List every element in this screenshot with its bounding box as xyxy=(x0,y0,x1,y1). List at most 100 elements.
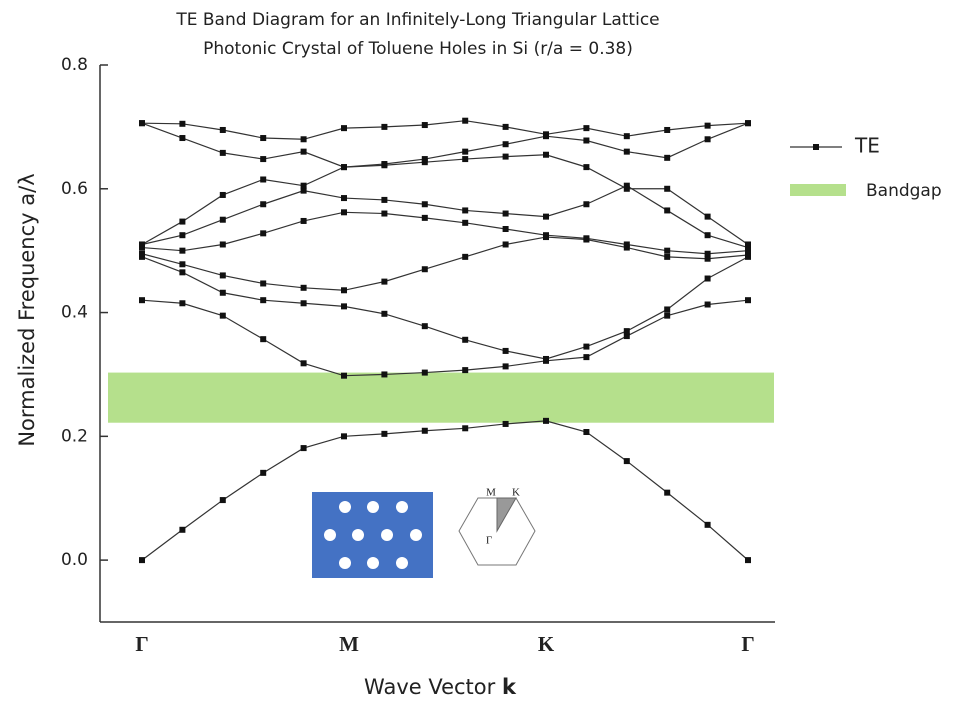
band-point xyxy=(301,183,307,189)
band-point xyxy=(503,141,509,147)
y-axis-label: Normalized Frequency a/λ xyxy=(15,173,39,446)
band-point xyxy=(220,313,226,319)
band-point xyxy=(543,131,549,137)
band-line xyxy=(142,300,748,376)
band-point xyxy=(664,207,670,213)
band-point xyxy=(422,370,428,376)
band-point xyxy=(583,344,589,350)
x-tick-label: M xyxy=(339,632,359,656)
band-point xyxy=(422,122,428,128)
band-point xyxy=(301,218,307,224)
band-point xyxy=(179,232,185,238)
band-point xyxy=(220,150,226,156)
band-point xyxy=(381,431,387,437)
band-point xyxy=(503,348,509,354)
band-point xyxy=(462,254,468,260)
band-line xyxy=(142,421,748,560)
band-point xyxy=(260,201,266,207)
x-axis-label-symbol: k xyxy=(502,675,517,699)
band-point xyxy=(583,201,589,207)
band-point xyxy=(139,251,145,257)
band-point xyxy=(139,297,145,303)
band-point xyxy=(220,290,226,296)
band-point xyxy=(462,156,468,162)
x-tick-label: K xyxy=(538,632,555,656)
band-point xyxy=(583,138,589,144)
band-point xyxy=(220,497,226,503)
band-point xyxy=(664,155,670,161)
band-point xyxy=(543,418,549,424)
band-point xyxy=(624,186,630,192)
chart-title: Photonic Crystal of Toluene Holes in Si … xyxy=(203,39,633,59)
band-point xyxy=(341,303,347,309)
band-point xyxy=(503,211,509,217)
band-point xyxy=(745,241,751,247)
band-point xyxy=(341,164,347,170)
band-point xyxy=(422,156,428,162)
band-point xyxy=(543,356,549,362)
band-point xyxy=(462,367,468,373)
y-tick-label: 0.2 xyxy=(61,426,88,446)
band-point xyxy=(179,300,185,306)
band-point xyxy=(341,433,347,439)
band-point xyxy=(664,127,670,133)
band-point xyxy=(462,220,468,226)
band-point xyxy=(664,248,670,254)
band-point xyxy=(462,425,468,431)
band-point xyxy=(341,209,347,215)
band-point xyxy=(543,232,549,238)
band-point xyxy=(503,363,509,369)
band-point xyxy=(422,201,428,207)
band-point xyxy=(220,192,226,198)
brillouin-zone xyxy=(459,498,535,565)
band-point xyxy=(220,127,226,133)
band-point xyxy=(664,186,670,192)
band-line xyxy=(142,212,748,253)
band-point xyxy=(301,136,307,142)
band-point xyxy=(301,300,307,306)
band-point xyxy=(260,280,266,286)
band-point xyxy=(260,135,266,141)
band-point xyxy=(664,306,670,312)
band-point xyxy=(462,207,468,213)
band-point xyxy=(583,354,589,360)
x-tick-label: Γ xyxy=(135,632,148,656)
band-point xyxy=(220,241,226,247)
band-point xyxy=(503,124,509,130)
band-point xyxy=(139,241,145,247)
band-point xyxy=(260,297,266,303)
band-point xyxy=(705,123,711,129)
band-point xyxy=(381,279,387,285)
band-point xyxy=(705,136,711,142)
band-point xyxy=(583,125,589,131)
band-point xyxy=(745,557,751,563)
band-point xyxy=(341,125,347,131)
inset-label: K xyxy=(512,487,520,499)
band-line xyxy=(142,237,748,290)
band-point xyxy=(503,421,509,427)
band-point xyxy=(583,164,589,170)
band-point xyxy=(624,458,630,464)
band-point xyxy=(664,313,670,319)
legend-label: TE xyxy=(854,134,880,158)
band-point xyxy=(179,248,185,254)
band-point xyxy=(260,336,266,342)
band-point xyxy=(462,149,468,155)
band-point xyxy=(381,197,387,203)
band-point xyxy=(301,149,307,155)
band-point xyxy=(301,360,307,366)
chart: TE Band Diagram for an Infinitely-Long T… xyxy=(0,0,966,705)
band-point xyxy=(705,302,711,308)
irreducible-zone xyxy=(497,498,516,531)
band-point xyxy=(583,429,589,435)
band-point xyxy=(220,217,226,223)
y-tick-label: 0.6 xyxy=(61,179,88,199)
band-point xyxy=(745,120,751,126)
band-point xyxy=(301,285,307,291)
y-tick-label: 0.0 xyxy=(61,550,88,570)
legend-marker xyxy=(813,144,819,150)
lattice-inset xyxy=(312,492,433,578)
band-line xyxy=(142,186,748,248)
band-point xyxy=(179,261,185,267)
legend-swatch xyxy=(790,184,846,196)
